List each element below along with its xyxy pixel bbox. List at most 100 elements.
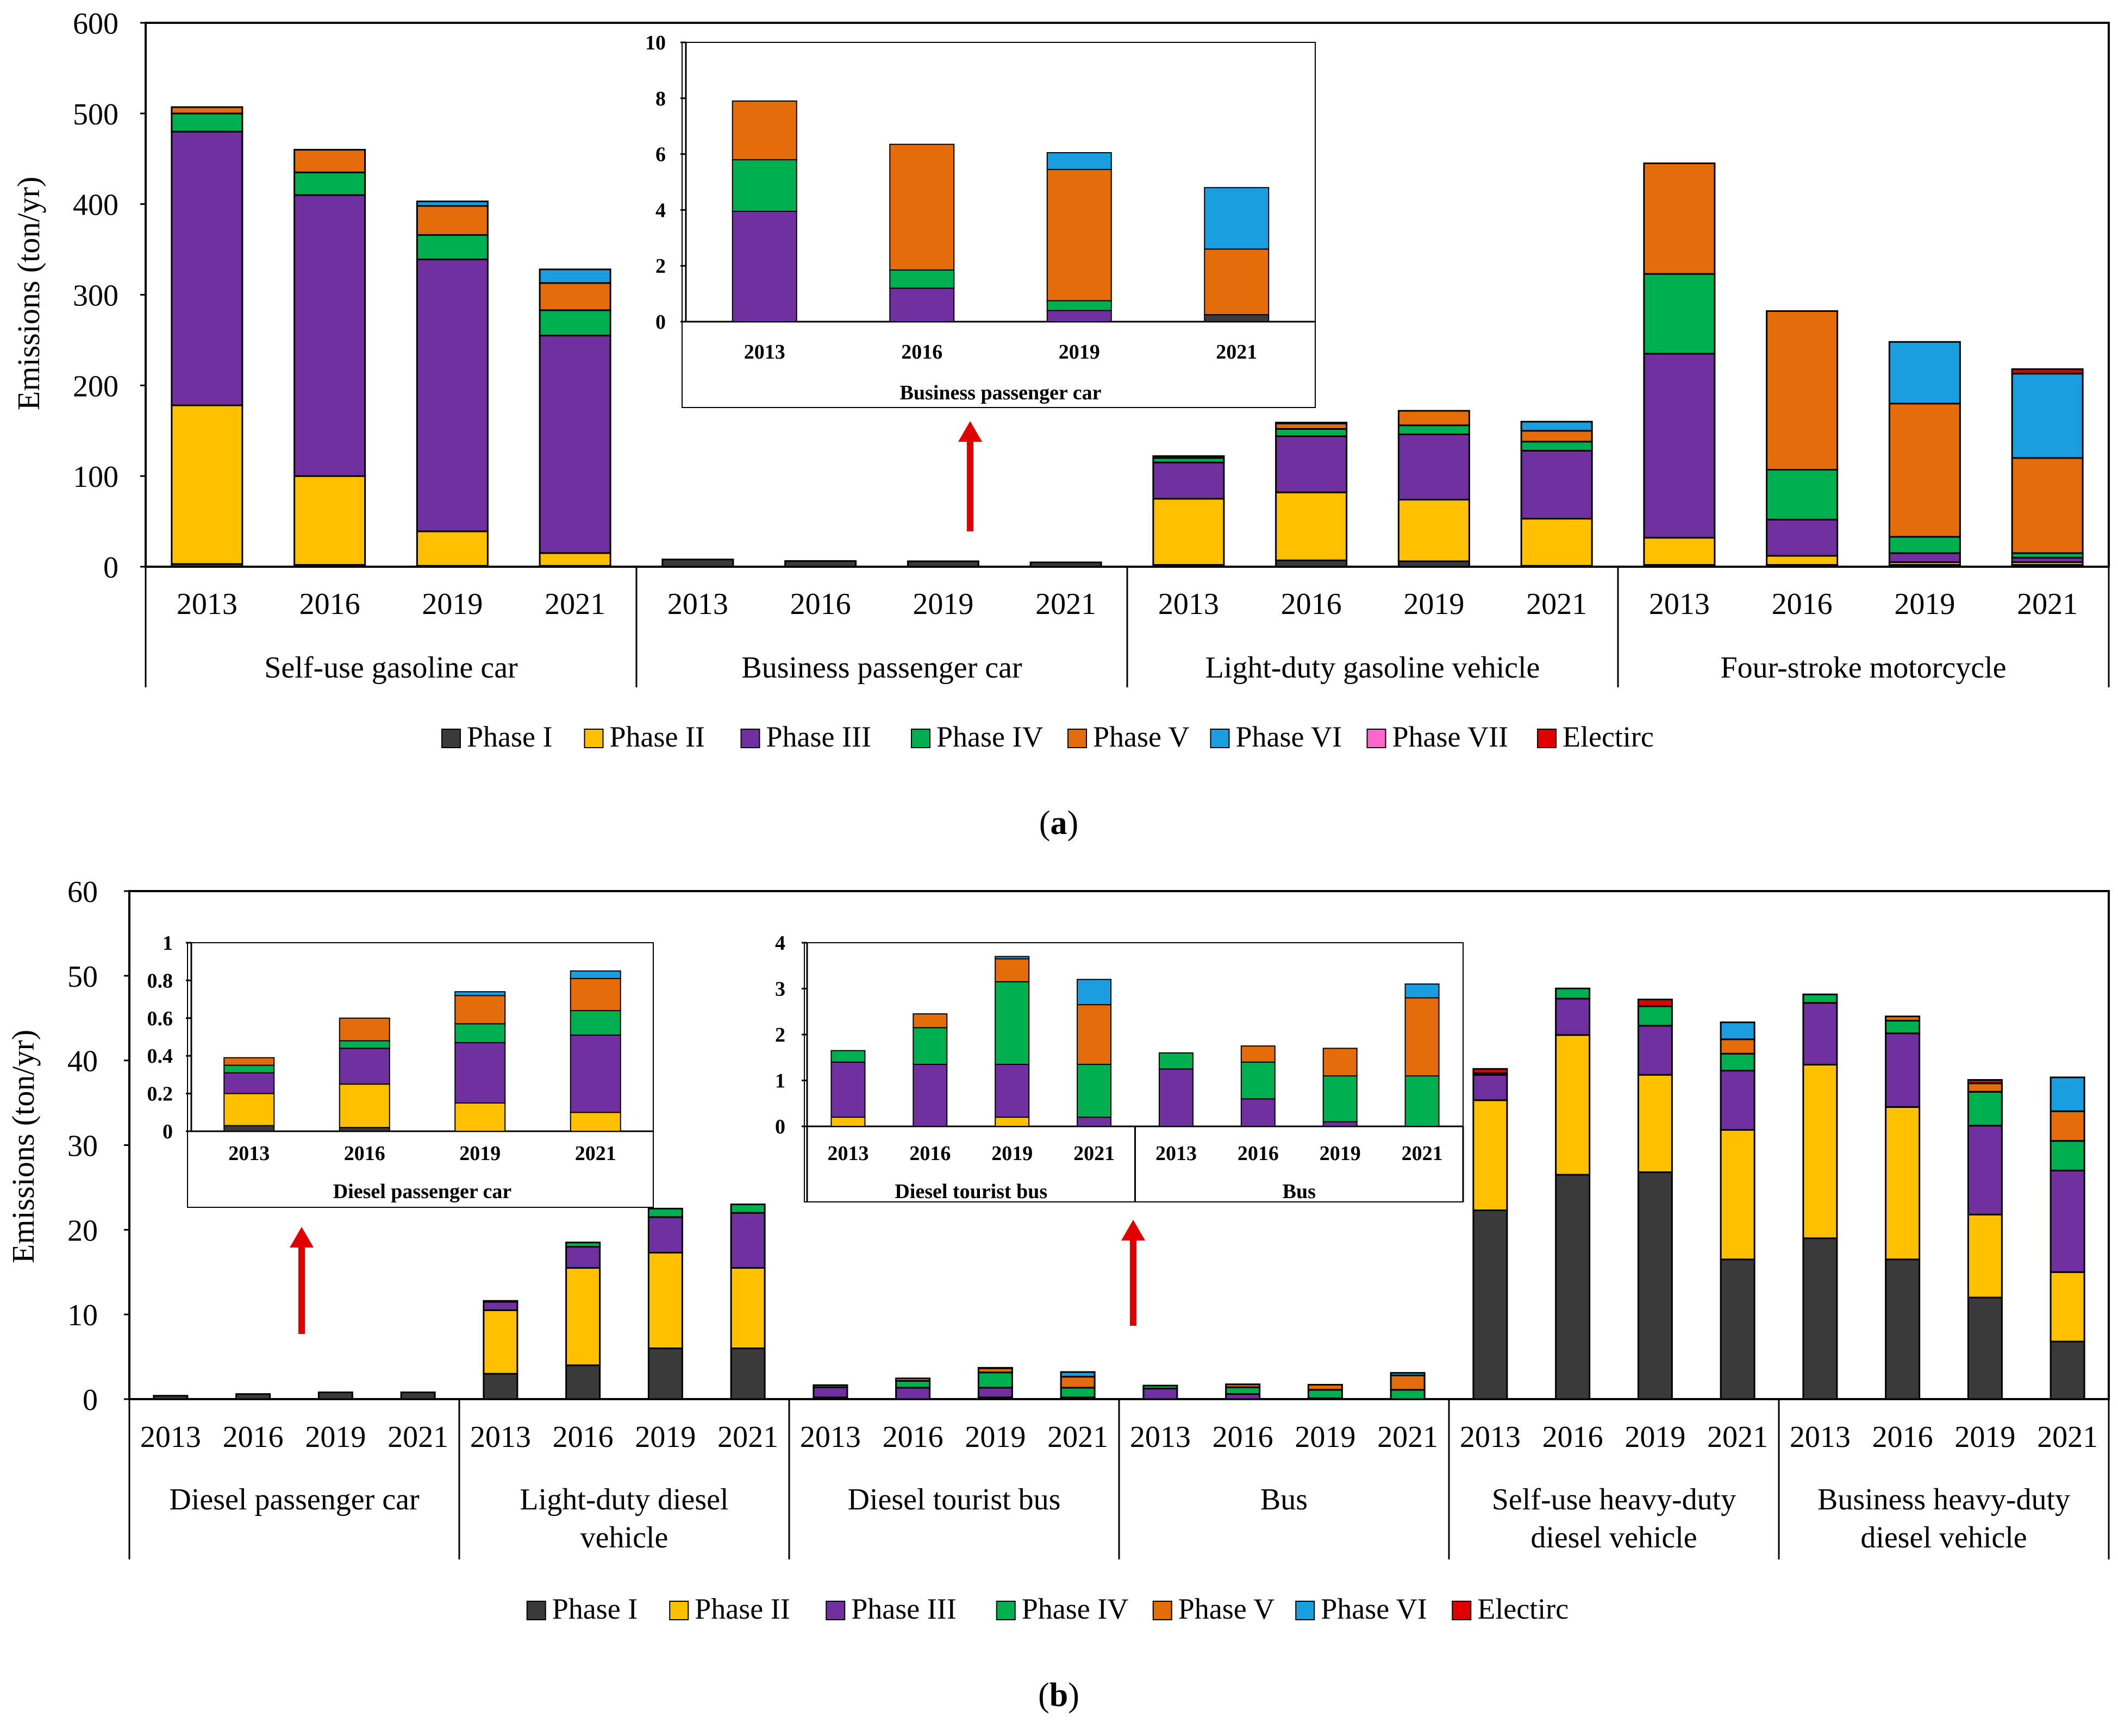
a-main-year-label: 2019 — [422, 587, 483, 621]
a-main-year-label: 2013 — [177, 587, 238, 621]
b-main-legend-swatch-phase-v — [1152, 1601, 1172, 1620]
b-inset1-ytick-label: 0.8 — [147, 969, 173, 992]
b-main-legend-label-phase-iv: Phase IV — [1022, 1593, 1128, 1625]
a-main-bar-four-stroke-motorcycle-2019-phase-v — [1888, 403, 1961, 538]
b-inset1-year-label: 2019 — [459, 1142, 501, 1165]
b-main-bar-self-use-heavy-duty-diesel-vehicle-2019-phase-ii — [1637, 1074, 1673, 1173]
b-inset1-bar-diesel-passenger-car-2016-phase-iv — [339, 1040, 390, 1049]
b-main-year-label: 2019 — [635, 1420, 696, 1454]
b-inset1-year-label: 2013 — [228, 1142, 270, 1165]
b-main-bar-diesel-tourist-bus-2013-phase-iii — [813, 1386, 848, 1399]
b-main-bar-business-heavy-duty-diesel-vehicle-2019-electirc — [1967, 1079, 2003, 1085]
a-inset-bar-business-passenger-car-2021-phase-vi — [1204, 187, 1270, 250]
b-main-bar-business-heavy-duty-diesel-vehicle-2016-phase-ii — [1885, 1106, 1921, 1261]
a-main-year-label: 2013 — [1649, 587, 1710, 621]
b-inset2-ytick-label: 0 — [775, 1115, 785, 1138]
b-inset2-bar-bus-2021-phase-v — [1404, 997, 1440, 1077]
b-main-legend-label-phase-v: Phase V — [1178, 1593, 1275, 1625]
b-inset2-bar-bus-2019-phase-iii — [1322, 1121, 1358, 1127]
b-main-bar-business-heavy-duty-diesel-vehicle-2021-phase-ii — [2050, 1271, 2085, 1343]
b-main-year-label: 2019 — [1954, 1420, 2015, 1454]
b-main-bar-self-use-heavy-duty-diesel-vehicle-2019-electirc — [1637, 998, 1673, 1007]
b-main-bar-self-use-heavy-duty-diesel-vehicle-2021-phase-iii — [1720, 1069, 1755, 1131]
a-main-group-label: Light-duty gasoline vehicle — [1205, 651, 1540, 685]
b-inset2-bar-diesel-tourist-bus-2013-phase-iii — [830, 1061, 866, 1118]
b-main-year-label: 2021 — [717, 1420, 778, 1454]
a-main-bar-light-duty-gasoline-vehicle-2013-phase-iii — [1152, 461, 1225, 500]
b-main-bar-light-duty-diesel-vehicle-2019-phase-ii — [647, 1251, 683, 1350]
b-main-bar-light-duty-diesel-vehicle-2019-phase-iii — [647, 1216, 683, 1254]
b-inset2-bar-diesel-tourist-bus-2019-phase-iv — [995, 981, 1030, 1065]
a-inset-ytick-label: 0 — [655, 311, 666, 334]
a-main-bar-business-passenger-car-2013-phase-i — [661, 559, 734, 568]
a-main-bar-self-use-gasoline-car-2013-phase-iv — [171, 112, 243, 133]
a-main-legend-swatch-phase-ii — [584, 729, 604, 748]
a-main-bar-self-use-gasoline-car-2021-phase-v — [539, 282, 611, 311]
a-main-year-label: 2016 — [790, 587, 851, 621]
a-main-bar-light-duty-gasoline-vehicle-2019-phase-ii — [1397, 499, 1470, 562]
b-main-legend-label-electirc: Electirc — [1477, 1593, 1569, 1625]
a-inset-bar-business-passenger-car-2013-phase-iii — [732, 210, 797, 322]
a-main-bar-self-use-gasoline-car-2019-phase-vi — [416, 200, 489, 207]
b-main-bar-diesel-tourist-bus-2016-phase-v — [895, 1377, 931, 1382]
a-main-group-label: Four-stroke motorcycle — [1720, 651, 2006, 685]
a-main-bar-self-use-gasoline-car-2019-phase-v — [416, 205, 489, 236]
a-main-year-label: 2019 — [1894, 587, 1955, 621]
a-main-bar-four-stroke-motorcycle-2019-phase-vi — [1888, 341, 1961, 405]
a-main-bar-four-stroke-motorcycle-2021-phase-v — [2011, 457, 2084, 554]
b-inset2-bar-bus-2019-phase-v — [1322, 1048, 1358, 1077]
a-main-bar-self-use-gasoline-car-2016-phase-ii — [293, 475, 366, 566]
a-main-bar-business-passenger-car-2019-phase-i — [907, 560, 979, 568]
b-main-group-label: Self-use heavy-duty — [1492, 1483, 1736, 1516]
a-inset-ytick-label: 10 — [645, 32, 666, 54]
b-inset2-bar-diesel-tourist-bus-2013-phase-ii — [830, 1117, 866, 1127]
b-main-year-label: 2019 — [1295, 1420, 1355, 1454]
a-main-ytick-label: 100 — [73, 460, 118, 494]
a-inset-bar-business-passenger-car-2019-phase-v — [1046, 168, 1112, 302]
a-main-bar-light-duty-gasoline-vehicle-2016-electirc — [1275, 422, 1348, 424]
a-main-legend-label-phase-ii: Phase II — [610, 720, 705, 753]
b-main-ytick-label: 20 — [67, 1214, 98, 1248]
b-main-bar-light-duty-diesel-vehicle-2021-phase-iv — [730, 1204, 766, 1214]
a-main-ytick-label: 0 — [103, 551, 118, 585]
a-main-ytick-label: 200 — [73, 369, 118, 403]
a-main-bar-light-duty-gasoline-vehicle-2021-phase-ii — [1520, 518, 1593, 567]
b-main-bar-diesel-passenger-car-2013-phase-i — [153, 1395, 189, 1400]
b-pointer-arrow-1-head — [290, 1227, 314, 1248]
b-main-year-label: 2021 — [1707, 1420, 1768, 1454]
a-main-bar-four-stroke-motorcycle-2016-phase-v — [1766, 310, 1839, 471]
a-main-legend-swatch-phase-i — [441, 729, 461, 748]
b-inset1-bar-diesel-passenger-car-2021-phase-v — [570, 977, 621, 1011]
b-inset2-bar-diesel-tourist-bus-2021-phase-iv — [1077, 1063, 1112, 1118]
b-main-group-label: Business heavy-duty — [1817, 1483, 2070, 1516]
b-inset1-bar-diesel-passenger-car-2013-phase-i — [223, 1125, 275, 1132]
b-main-group-label: vehicle — [580, 1521, 668, 1555]
a-main-bar-self-use-gasoline-car-2016-phase-iii — [293, 194, 366, 477]
b-inset1-bar-diesel-passenger-car-2019-phase-vi — [454, 991, 506, 997]
b-main-bar-light-duty-diesel-vehicle-2021-phase-i — [730, 1348, 766, 1400]
a-main-bar-self-use-gasoline-car-2021-phase-iv — [539, 309, 611, 337]
a-inset-year-label: 2021 — [1216, 341, 1257, 364]
b-main-bar-self-use-heavy-duty-diesel-vehicle-2016-phase-ii — [1555, 1034, 1591, 1176]
a-inset-group: 0 2 4 6 8 10 2013 2016 2019 2021 Business passenge… — [645, 32, 1316, 408]
a-inset-year-label: 2013 — [744, 341, 785, 364]
a-main-bar-business-passenger-car-2021-phase-i — [1029, 561, 1102, 568]
a-main-legend-label-phase-iv: Phase IV — [936, 720, 1043, 753]
b-main-bar-business-heavy-duty-diesel-vehicle-2016-phase-iii — [1885, 1032, 1921, 1108]
a-inset-ytick-label: 8 — [655, 87, 666, 110]
b-main-bar-light-duty-diesel-vehicle-2013-phase-iii — [483, 1301, 518, 1311]
a-main-bar-light-duty-gasoline-vehicle-2016-phase-ii — [1275, 491, 1348, 561]
b-main-bar-light-duty-diesel-vehicle-2019-phase-iv — [647, 1207, 683, 1218]
b-main-legend-swatch-phase-i — [526, 1601, 546, 1620]
b-inset1-bar-diesel-passenger-car-2021-phase-vi — [570, 970, 621, 979]
b-main-bar-bus-2016-phase-iv — [1225, 1386, 1261, 1395]
a-main-bar-self-use-gasoline-car-2013-phase-v — [171, 106, 243, 115]
b-main-bar-business-heavy-duty-diesel-vehicle-2013-phase-i — [1802, 1237, 1838, 1400]
b-inset1-bar-diesel-passenger-car-2013-phase-v — [223, 1057, 275, 1066]
a-main-year-label: 2013 — [667, 587, 728, 621]
b-main-bar-bus-2019-phase-iv — [1307, 1389, 1343, 1399]
a-main-legend-swatch-electirc — [1537, 729, 1557, 748]
b-inset1-bar-diesel-passenger-car-2021-phase-iv — [570, 1010, 621, 1036]
